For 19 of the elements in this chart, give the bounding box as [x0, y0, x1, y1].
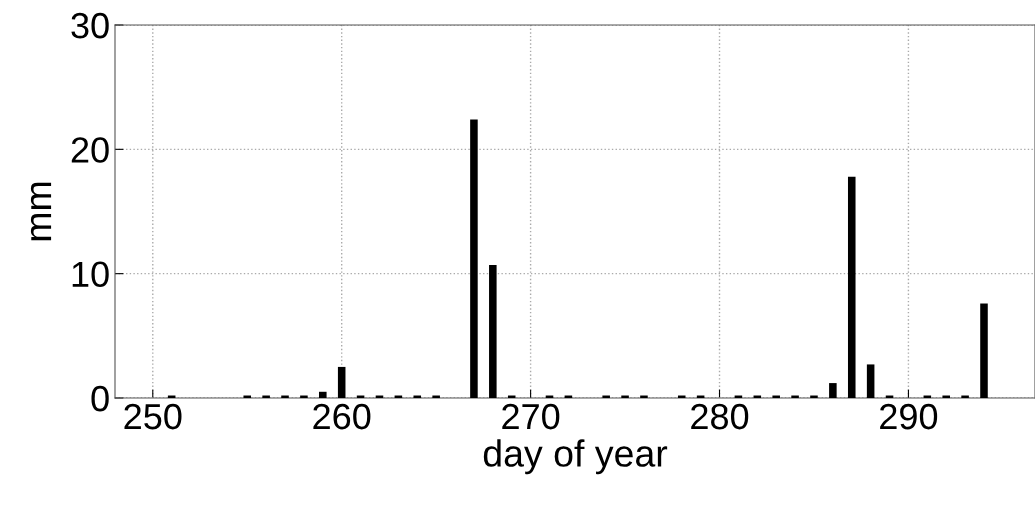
y-tick-label: 10 [72, 261, 109, 288]
x-tick-label: 250 [124, 403, 182, 430]
x-axis-title: day of year [483, 439, 668, 475]
bar [337, 366, 346, 398]
x-tick-label: 270 [502, 403, 560, 430]
bar [319, 391, 327, 398]
bar [829, 383, 837, 398]
x-tick-label: 260 [313, 403, 371, 430]
bar [489, 264, 497, 398]
x-tick-label: 280 [691, 403, 749, 430]
y-axis-title: mm [30, 182, 52, 241]
y-tick-label: 20 [71, 137, 109, 163]
y-tick-label: 30 [71, 12, 109, 39]
bar [866, 364, 875, 398]
bar [847, 176, 856, 398]
x-tick-label: 290 [880, 403, 938, 430]
bar [980, 303, 988, 398]
bar [470, 119, 478, 398]
y-tick-label: 0 [91, 385, 109, 412]
